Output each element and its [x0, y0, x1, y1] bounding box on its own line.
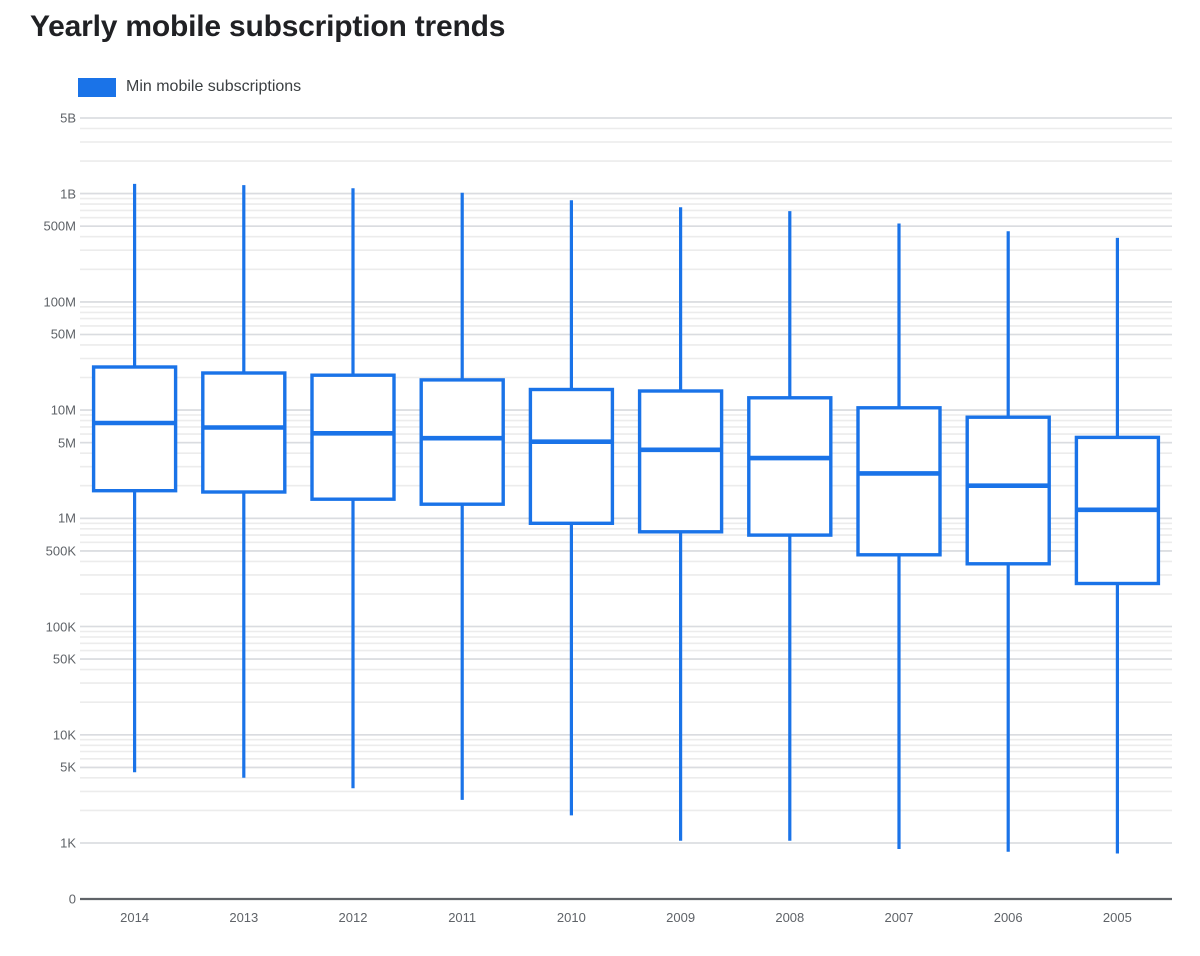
y-axis-tick-label: 5K: [60, 759, 76, 775]
x-axis-tick-label: 2014: [120, 910, 150, 925]
box-body: [310, 373, 396, 501]
box-plot-item: [528, 200, 615, 816]
y-axis-tick-label: 500K: [45, 543, 76, 559]
box-body: [528, 387, 615, 526]
y-axis-tick-label: 0: [68, 891, 76, 907]
y-axis-tick-label: 1M: [57, 510, 76, 526]
y-axis-tick-label: 5M: [57, 435, 76, 451]
box-plot-item: [1074, 237, 1161, 854]
y-axis-tick-label: 500M: [43, 218, 76, 234]
x-axis-tick-label: 2007: [884, 910, 914, 925]
major-gridlines: [80, 117, 1172, 844]
x-axis-tick-label: 2005: [1102, 910, 1132, 925]
box-plot-item: [419, 192, 505, 800]
box-body: [637, 389, 724, 534]
x-axis-tick-label: 2006: [993, 910, 1023, 925]
box-series: [91, 183, 1161, 854]
box-body: [747, 396, 833, 537]
x-axis-tick-label: 2010: [556, 910, 586, 925]
x-axis-tick-label: 2013: [229, 910, 259, 925]
box-plot-item: [747, 211, 833, 841]
box-plot-item: [91, 183, 178, 773]
y-axis-tick-label: 1K: [60, 835, 76, 851]
legend-item-label: Min mobile subscriptions: [126, 78, 302, 95]
page-title: Yearly mobile subscription trends: [30, 10, 506, 43]
y-axis-tick-label: 50M: [50, 326, 76, 342]
box-body: [201, 371, 287, 494]
y-axis-tick-label: 100K: [45, 619, 76, 635]
chart-legend: Min mobile subscriptions: [78, 76, 301, 98]
y-axis-tick-label: 10M: [50, 402, 76, 418]
box-plot-item: [637, 207, 724, 841]
box-body: [91, 365, 178, 493]
y-axis-tick-label: 50K: [52, 651, 76, 667]
x-axis-tick-label: 2012: [338, 910, 368, 925]
x-axis-tick-label: 2008: [775, 910, 805, 925]
box-plot-item: [965, 231, 1051, 852]
y-axis-tick-label: 5B: [60, 110, 76, 126]
y-axis-tick-label: 1B: [60, 186, 76, 202]
box-body: [419, 378, 505, 506]
box-body: [965, 415, 1051, 566]
y-axis-tick-label: 100M: [43, 294, 76, 310]
legend-swatch-icon: [78, 77, 116, 97]
box-plot-item: [856, 223, 942, 849]
y-axis-labels: 5B 1B 500M 100M 50M 10M 5M 1M 500K 100K 50K 10K 5K 1K…: [0, 0, 76, 956]
x-axis-tick-label: 2009: [666, 910, 696, 925]
box-plot-item: [310, 188, 396, 789]
box-plot-item: [201, 185, 287, 778]
y-axis-tick-label: 10K: [52, 727, 76, 743]
x-axis-tick-label: 2011: [448, 910, 477, 925]
box-body: [856, 406, 942, 557]
